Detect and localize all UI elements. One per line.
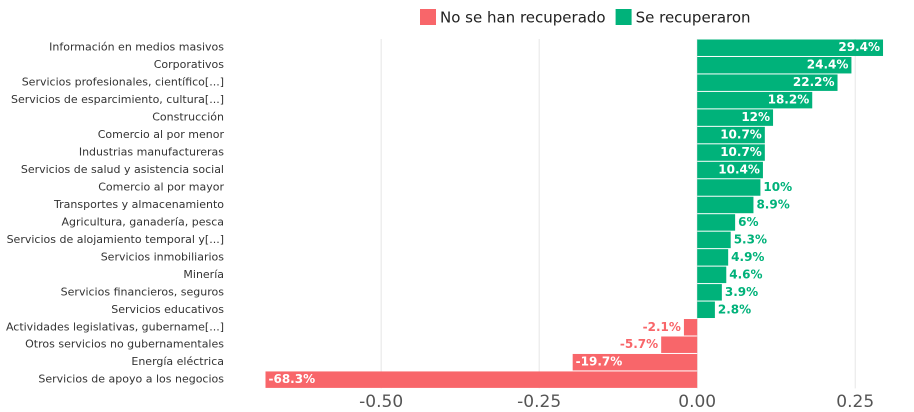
bar [697,179,761,196]
legend-swatch [615,9,632,25]
category-label: Servicios de esparcimiento, cultura[...] [11,93,224,106]
legend-label: No se han recuperado [440,9,606,27]
category-label: Minería [183,268,224,281]
category-label: Agricultura, ganadería, pesca [62,215,224,228]
value-label: 8.9% [756,197,789,211]
bar [697,126,765,144]
category-label: Actividades legislativas, gubername[...] [6,320,224,333]
value-label: 24.4% [807,58,849,72]
bar [572,353,698,371]
x-tick-label: 0.00 [678,392,716,412]
value-label: 18.2% [768,93,810,107]
value-label: 6% [738,215,758,229]
category-label: Información en medios masivos [49,41,224,54]
bar [697,161,763,179]
bar [697,91,813,109]
value-label: -19.7% [576,355,623,369]
bar [697,214,736,231]
category-label: Servicios de salud y asistencia social [21,163,224,176]
bar [697,266,727,284]
category-label: Construcción [152,111,224,124]
value-label: -68.3% [268,372,315,386]
value-label: 29.4% [838,40,880,54]
category-label: Industrias manufactureras [79,146,224,159]
category-label: Comercio al por menor [98,128,225,141]
bar [697,39,884,56]
value-label: 10% [763,180,792,194]
category-label: Energía eléctrica [131,355,224,368]
bar [697,144,765,161]
category-label: Servicios de apoyo a los negocios [38,373,224,386]
value-label: 10.7% [720,145,762,159]
category-label: Servicios inmobiliarios [101,250,225,263]
bar [661,336,698,353]
bar [697,196,754,214]
value-label: 10.4% [718,163,760,177]
category-label: Servicios educativos [111,303,224,316]
value-label: 4.9% [731,250,764,264]
x-tick-label: -0.50 [359,392,403,412]
value-label: 5.3% [734,232,767,246]
bar [265,371,698,388]
value-label: 2.8% [718,302,751,316]
bar [683,319,698,336]
value-label: -5.7% [620,337,658,351]
bar [697,56,852,74]
value-label: 3.9% [725,285,758,299]
bar [697,301,715,319]
x-tick-label: 0.25 [836,392,874,412]
value-label: 10.7% [720,128,762,142]
value-label: 22.2% [793,75,835,89]
value-label: 12% [741,110,770,124]
legend-label: Se recuperaron [636,9,751,27]
category-label: Servicios financieros, seguros [61,285,225,298]
category-label: Otros servicios no gubernamentales [25,338,224,351]
value-label: -2.1% [643,320,681,334]
bar [697,231,731,249]
category-label: Comercio al por mayor [98,180,224,193]
category-label: Servicios de alojamiento temporal y[...] [7,233,224,246]
value-label: 4.6% [729,267,762,281]
legend-swatch [420,9,436,25]
bar [697,109,774,126]
bar [697,74,838,91]
category-label: Servicios profesionales, científico[...] [22,76,224,89]
category-label: Corporativos [154,58,225,71]
category-label: Transportes y almacenamiento [53,198,224,211]
bar [697,284,722,301]
bar [697,249,729,266]
x-tick-label: -0.25 [517,392,561,412]
